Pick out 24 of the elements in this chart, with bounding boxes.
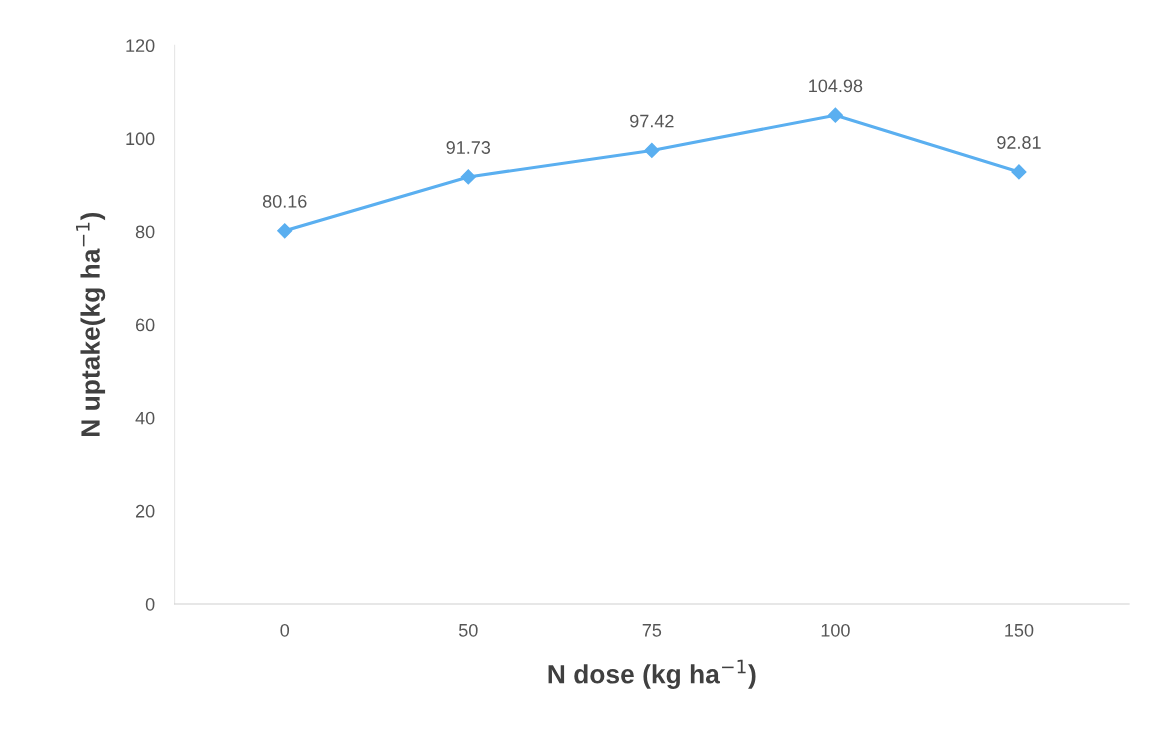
y-tick-label: 120 <box>126 39 155 53</box>
y-tick-label: 60 <box>135 318 155 332</box>
x-axis-title: N dose (kg ha$^{−1}$) <box>548 659 756 689</box>
data-label: 91.73 <box>446 141 491 154</box>
x-tick-label: 75 <box>642 624 662 637</box>
x-tick-label: 50 <box>458 623 478 637</box>
point <box>644 142 660 158</box>
x-tick-label: 0 <box>280 623 290 637</box>
y-tick-label: 0 <box>145 597 155 611</box>
data-label: 97.42 <box>630 114 674 128</box>
point <box>460 169 476 185</box>
y-tick-label: 20 <box>135 504 155 518</box>
point <box>827 107 843 123</box>
data-label: 92.81 <box>997 136 1041 149</box>
x-tick-label: 150 <box>1005 623 1034 637</box>
x-tick-label: 100 <box>821 623 850 637</box>
y-tick-label: 100 <box>126 132 155 146</box>
y-tick-label: 80 <box>135 225 155 239</box>
data-label: 80.16 <box>262 194 307 208</box>
point <box>277 223 293 239</box>
y-tick-label: 40 <box>135 411 155 425</box>
y-axis-title: N uptake(kg ha$^{−1}$) <box>76 212 106 436</box>
point <box>1011 164 1027 180</box>
data-label: 104.98 <box>809 79 863 93</box>
